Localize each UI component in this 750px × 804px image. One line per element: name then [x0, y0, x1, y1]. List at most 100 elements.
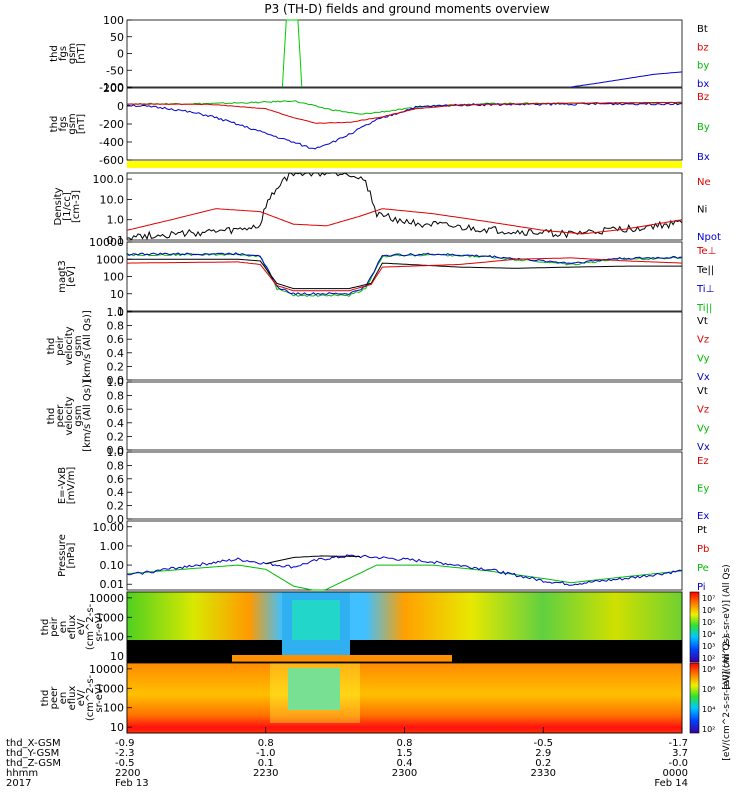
y-tick-label: 1.0	[107, 306, 125, 319]
y-axis-label-line: Density	[53, 187, 64, 225]
legend-entry: Bx	[697, 152, 710, 163]
y-axis-label-line: gsm	[67, 113, 78, 134]
panel-frame	[126, 311, 683, 381]
colorbar-tick-label: 10⁴	[702, 705, 715, 714]
time-axis	[126, 727, 683, 733]
colorbar-tick-label: 10⁴	[702, 630, 715, 639]
ephemeris-value: 0000	[663, 768, 688, 779]
legend-entry: Vy	[697, 353, 710, 364]
series-line-1	[570, 71, 683, 88]
ion-spectrogram-low-band	[232, 655, 452, 662]
y-tick-label: 50	[110, 31, 124, 44]
series-line-1	[126, 252, 683, 296]
y-tick-label: -100	[99, 81, 124, 94]
y-tick-label: 0.0	[107, 513, 125, 526]
ephemeris-value: 2300	[392, 768, 417, 779]
colorbar-tick-label: 10²	[702, 654, 715, 663]
ephemeris-value: 0.8	[258, 738, 274, 749]
y-axis-label-line: sr-eV)	[94, 683, 105, 712]
y-axis-label-line: [nT]	[76, 43, 87, 63]
chart-title: P3 (TH-D) fields and ground moments over…	[264, 2, 549, 16]
y-axis-label-line: en	[58, 692, 69, 705]
legend-entry: Ni	[697, 205, 707, 216]
y-axis-label-line: [eV]	[66, 266, 77, 287]
ephemeris-row-name: thd_X-GSM	[6, 738, 61, 749]
y-tick-label: 0.8	[107, 459, 125, 472]
y-tick-label: 0.4	[107, 417, 125, 430]
y-axis-label-line: peir	[55, 335, 66, 355]
panel-frame	[126, 381, 683, 451]
y-tick-label: 0	[117, 100, 124, 113]
colorbar-tick-label: 10²	[702, 725, 715, 734]
y-axis-label-line: thd	[49, 45, 60, 62]
legend-entry: Vt	[697, 316, 708, 327]
y-axis-label-line: thd	[40, 619, 51, 636]
y-tick-label: 1.0	[107, 214, 125, 227]
y-tick-label: 0	[117, 48, 124, 61]
y-tick-label: 1.0	[107, 376, 125, 389]
ephemeris-table: thd_X-GSM -0.9 0.8 0.8 -0.5 -1.7 thd_Y-GSM -2.3…	[6, 738, 688, 789]
panel-peir-velocity: 1.00.80.60.40.20.0thdpeirvelocitygsm[km/…	[46, 306, 710, 387]
panel-temperature: 10000 1000 100 10 1 magt3[eV] Te⊥ Te|| Ti⊥ Ti||	[57, 236, 716, 318]
ephemeris-value: 0.4	[397, 758, 413, 769]
ephemeris-row-name: hhmm	[6, 768, 38, 779]
panel-frame	[126, 241, 683, 312]
series-line-3	[127, 257, 683, 292]
legend-entry: Pe	[697, 563, 709, 574]
colorbar-label: [eV/(cm^2-s-sr-eV)] (All Qs)	[722, 635, 732, 760]
legend-entry: By	[697, 122, 710, 133]
legend-entry: Vx	[697, 372, 710, 383]
y-axis-label-line: [km/s (All Qs)]	[82, 310, 93, 382]
y-tick-label: 10	[110, 650, 124, 663]
panel-frame	[126, 520, 683, 591]
legend-entry: Ti||	[696, 303, 712, 314]
legend-entry: bx	[697, 79, 709, 90]
y-tick-label: 0.2	[107, 360, 125, 373]
colorbar-electron	[689, 662, 700, 734]
y-tick-label: 100	[103, 631, 124, 644]
y-tick-label: 0.2	[107, 430, 125, 443]
peer-eflux-spectrogram	[127, 663, 682, 733]
y-axis-label-line: (cm^2-s-	[85, 603, 96, 650]
series-line-0	[126, 172, 683, 241]
panels: 100500-50-100thdfgsgsm[nT]Btbzbybx2000-2…	[40, 14, 732, 761]
y-axis-label-line: gsm	[67, 43, 78, 64]
y-tick-label: 10.0	[100, 193, 125, 206]
y-axis-label-line: E=-VxB	[57, 467, 68, 504]
y-axis-label-line: gsm	[73, 335, 84, 356]
y-tick-label: -50	[106, 64, 124, 77]
y-axis-label-line: gsm	[73, 405, 84, 426]
series-line-2	[127, 258, 682, 290]
date-label-end: Feb 14	[654, 778, 688, 789]
series-line-1	[126, 554, 683, 586]
y-tick-label: 1.0	[107, 446, 125, 459]
y-axis-label-line: thd	[46, 408, 57, 425]
ephemeris-value: 2.9	[535, 748, 551, 759]
y-tick-label: 10000	[89, 236, 124, 249]
y-tick-label: 0.0	[107, 374, 125, 387]
y-tick-label: 0.1	[107, 234, 125, 247]
y-tick-label: 100.0	[93, 173, 125, 186]
y-tick-label: 0.2	[107, 500, 125, 513]
legend-entry: Pt	[697, 525, 707, 536]
panel-pressure: 10.00 1.00 0.10 0.01 Pressure[nPa] Pt Pb Pe Pi	[57, 520, 709, 593]
colorbar-tick-label: 10⁷	[702, 594, 715, 603]
series-line-0	[281, 19, 303, 88]
colorbar-tick-label: 10⁶	[702, 685, 715, 694]
y-axis-label: magt3[eV]	[57, 260, 77, 293]
y-tick-label: 0.4	[107, 486, 125, 499]
y-tick-label: 10000	[89, 592, 124, 605]
y-axis-label-line: eV/	[76, 618, 87, 635]
y-tick-label: -200	[99, 118, 124, 131]
y-axis-label-line: sr-eV)	[94, 612, 105, 641]
ephemeris-row-name: thd_Y-GSM	[6, 748, 59, 759]
legend-entry: Bz	[697, 92, 709, 103]
colorbar-tick-label: 10⁸	[702, 665, 715, 674]
y-tick-label: 1000	[96, 611, 124, 624]
y-axis-label-line: fgs	[58, 116, 69, 131]
y-tick-label: 10	[110, 288, 124, 301]
